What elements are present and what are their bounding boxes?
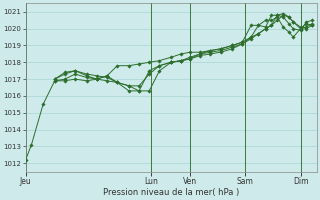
X-axis label: Pression niveau de la mer( hPa ): Pression niveau de la mer( hPa ) bbox=[103, 188, 239, 197]
